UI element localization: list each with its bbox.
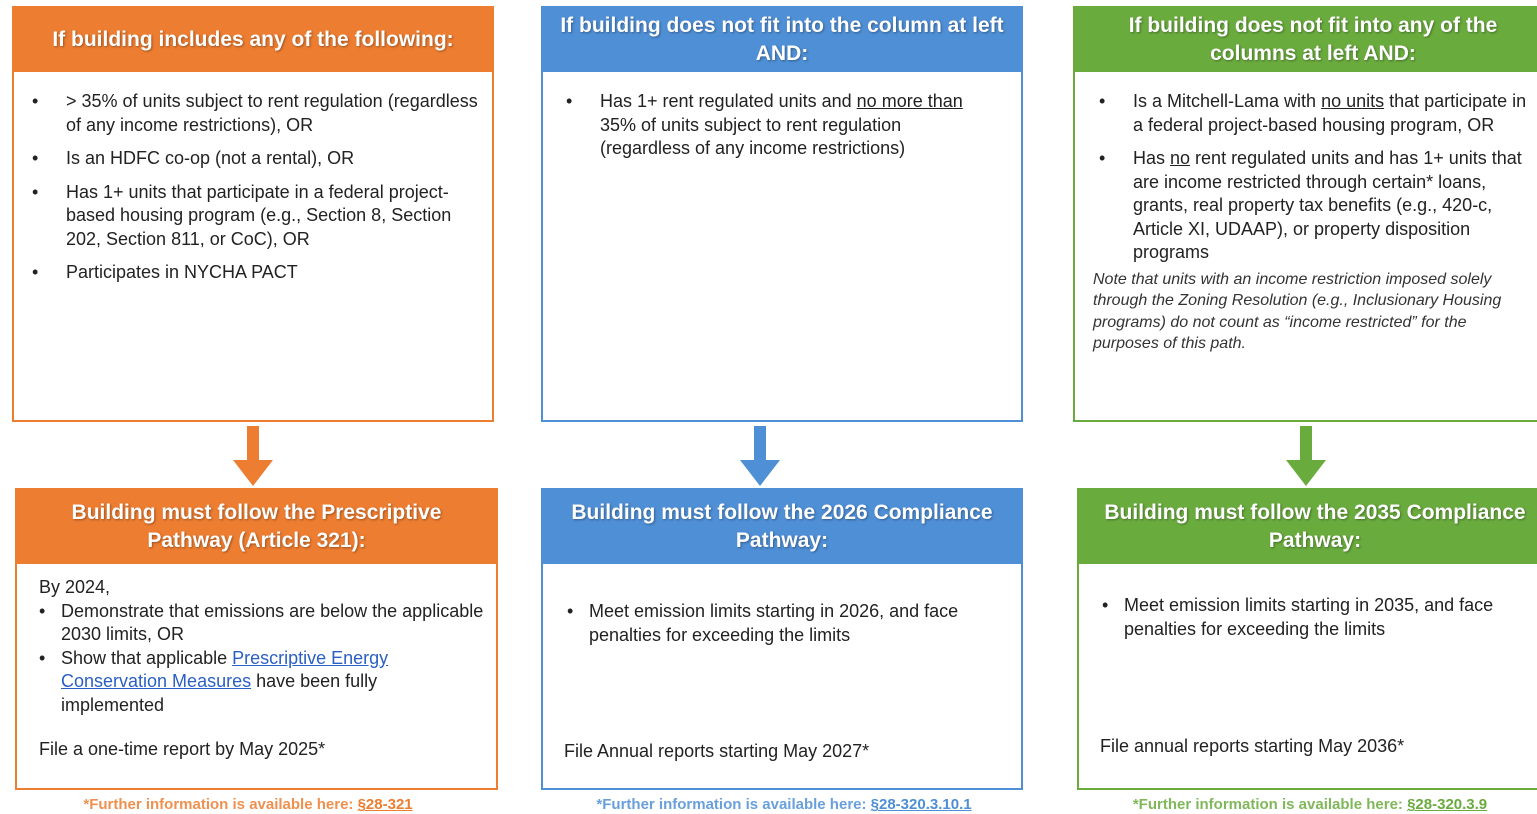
underlined-text: no units <box>1321 91 1385 111</box>
text: Has 1+ rent regulated units and <box>600 91 857 111</box>
text: rent regulated units and has 1+ units th… <box>1133 148 1522 262</box>
pathway-intro: By 2024, <box>39 577 111 597</box>
pathway-title: Building must follow the 2026 Compliance… <box>543 490 1021 564</box>
pathway-body: • Meet emission limits starting in 2035, … <box>1079 564 1537 641</box>
text: 35% of units subject to rent regulation … <box>600 114 906 159</box>
footer-link[interactable]: §28-320.3.10.1 <box>870 796 972 813</box>
condition-body: • Is a Mitchell-Lama with no units that p… <box>1075 72 1537 355</box>
bullet-dot: • <box>39 647 46 668</box>
bullet-dot: • <box>567 601 574 621</box>
bullet-dot: • <box>32 91 39 111</box>
bullet-item: • Meet emission limits starting in 2026, … <box>567 600 1001 647</box>
condition-title: If building does not fit into any of the… <box>1075 8 1537 72</box>
text: Meet emission limits starting in 2026, a… <box>589 601 959 645</box>
footer-text: *Further information is available here: <box>83 796 358 813</box>
text: Demonstrate that emissions are below the… <box>61 600 484 645</box>
pathway-box: Building must follow the 2035 Compliance… <box>1077 488 1537 790</box>
bullet-item: • Has 1+ rent regulated units and no more… <box>566 90 991 161</box>
bullet-item: • Is an HDFC co-op (not a rental), OR <box>32 147 482 171</box>
condition-box: If building does not fit into the column… <box>541 6 1023 422</box>
pathway-box: Building must follow the Prescriptive Pa… <box>15 488 498 790</box>
bullet-item: • Participates in NYCHA PACT <box>32 261 482 285</box>
footer-link[interactable]: §28-320.3.9 <box>1407 796 1488 813</box>
text: that participate in a federal project-ba… <box>1133 91 1527 135</box>
text: Is an HDFC co-op (not a rental), OR <box>66 148 355 168</box>
bullet-item: • Meet emission limits starting in 2035, … <box>1102 594 1531 641</box>
pathway-file: File Annual reports starting May 2027* <box>564 741 870 761</box>
bullet-item: • Show that applicable Prescriptive Energ… <box>39 647 484 718</box>
condition-title: If building does not fit into the column… <box>543 8 1021 72</box>
arrow <box>1286 426 1326 486</box>
condition-note: Note that units with an income restricti… <box>1093 270 1502 353</box>
pathway-title: Building must follow the Prescriptive Pa… <box>17 490 496 564</box>
pathway-box: Building must follow the 2026 Compliance… <box>541 488 1023 790</box>
arrow-shape <box>1286 426 1326 486</box>
footer-text: *Further information is available here: <box>1132 796 1408 813</box>
text: have been fully implemented <box>61 671 378 715</box>
arrow-shape <box>740 426 780 486</box>
link[interactable]: Prescriptive Energy Conservation Measure… <box>61 647 389 692</box>
condition-box: If building includes any of the followin… <box>12 6 494 422</box>
bullet-dot: • <box>1099 91 1106 111</box>
arrow-shape <box>233 426 273 486</box>
pathway-title: Building must follow the 2035 Compliance… <box>1079 490 1537 564</box>
text: Participates in NYCHA PACT <box>66 262 298 282</box>
bullet-dot: • <box>1099 148 1106 168</box>
underlined-text: no more than <box>856 91 963 111</box>
text: Show that applicable <box>61 647 233 668</box>
footer-text: *Further information is available here: <box>596 796 871 813</box>
underlined-text: no <box>1170 148 1191 168</box>
bullet-dot: • <box>39 600 46 621</box>
bullet-dot: • <box>1102 595 1109 615</box>
bullet-dot: • <box>32 262 39 282</box>
pathway-body: By 2024, • Demonstrate that emissions are … <box>17 564 496 717</box>
text: Is a Mitchell-Lama with <box>1133 91 1322 111</box>
text: Has <box>1133 148 1171 168</box>
bullet-dot: • <box>32 148 39 168</box>
condition-box: If building does not fit into any of the… <box>1073 6 1537 422</box>
footer-note: *Further information is available here: … <box>83 796 412 813</box>
condition-body: • Has 1+ rent regulated units and no more… <box>543 72 1021 161</box>
footer-link[interactable]: §28-321 <box>357 796 413 813</box>
text: Has 1+ units that participate in a feder… <box>66 181 452 249</box>
footer-note: *Further information is available here: … <box>1133 796 1487 813</box>
bullet-item: • Is a Mitchell-Lama with no units that p… <box>1099 90 1531 137</box>
text: > 35% of units subject to rent regulatio… <box>66 91 478 135</box>
bullet-item: • Has 1+ units that participate in a fede… <box>32 181 482 252</box>
footer-note: *Further information is available here: … <box>596 796 971 813</box>
bullet-item: • Has no rent regulated units and has 1+ … <box>1099 147 1531 265</box>
pathway-file: File a one-time report by May 2025* <box>39 739 326 759</box>
pathway-file: File annual reports starting May 2036* <box>1100 736 1405 756</box>
arrow <box>233 426 273 486</box>
bullet-item: • > 35% of units subject to rent regulati… <box>32 90 482 137</box>
bullet-dot: • <box>566 91 573 111</box>
condition-body: • > 35% of units subject to rent regulati… <box>14 72 492 285</box>
arrow <box>740 426 780 486</box>
bullet-item: • Demonstrate that emissions are below th… <box>39 600 484 647</box>
pathway-body: • Meet emission limits starting in 2026, … <box>543 564 1021 647</box>
bullet-dot: • <box>32 181 39 202</box>
text: Meet emission limits starting in 2035, a… <box>1124 595 1494 639</box>
condition-title: If building includes any of the followin… <box>14 8 492 72</box>
